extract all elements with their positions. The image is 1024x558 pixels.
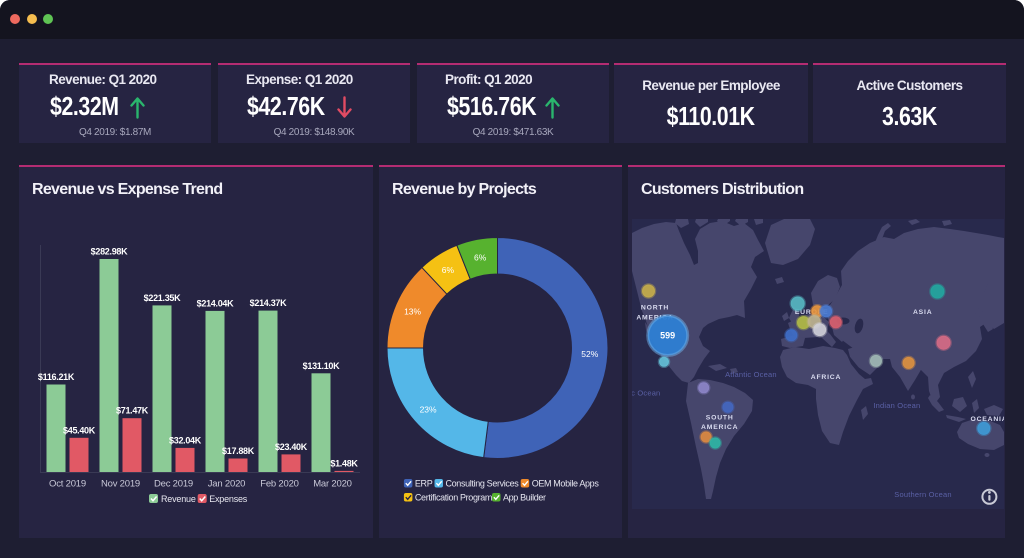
svg-text:$282.98K: $282.98K: [91, 247, 128, 257]
svg-text:$71.47K: $71.47K: [116, 406, 149, 416]
svg-text:$116.21K: $116.21K: [38, 372, 75, 382]
svg-text:Oct 2019: Oct 2019: [49, 479, 86, 490]
svg-text:Dec 2019: Dec 2019: [154, 479, 193, 490]
svg-text:AMERICA: AMERICA: [701, 424, 738, 431]
svg-text:52%: 52%: [581, 349, 598, 359]
svg-text:OCEANIA: OCEANIA: [971, 416, 1004, 423]
svg-text:599: 599: [660, 331, 675, 341]
svg-text:Atlantic Ocean: Atlantic Ocean: [725, 370, 777, 379]
svg-text:$23.40K: $23.40K: [275, 442, 308, 452]
svg-text:6%: 6%: [474, 252, 487, 262]
svg-text:$45.40K: $45.40K: [63, 425, 96, 435]
svg-text:Revenue: Revenue: [161, 494, 196, 504]
svg-text:SOUTH: SOUTH: [706, 415, 734, 422]
svg-text:App Builder: App Builder: [503, 493, 546, 503]
svg-text:Mar 2020: Mar 2020: [313, 479, 352, 490]
svg-text:$32.04K: $32.04K: [169, 435, 202, 445]
svg-text:NORTH: NORTH: [641, 305, 669, 312]
svg-text:6%: 6%: [442, 265, 455, 275]
svg-text:AFRICA: AFRICA: [811, 374, 841, 381]
svg-text:ASIA: ASIA: [913, 309, 932, 316]
svg-text:Nov 2019: Nov 2019: [101, 479, 140, 490]
svg-text:Jan 2020: Jan 2020: [208, 479, 246, 490]
svg-text:Pacific Ocean: Pacific Ocean: [632, 389, 660, 398]
svg-text:Southern Ocean: Southern Ocean: [894, 490, 951, 499]
svg-text:Consulting Services: Consulting Services: [446, 479, 520, 489]
svg-text:$214.37K: $214.37K: [250, 298, 287, 308]
svg-text:$214.04K: $214.04K: [197, 298, 234, 308]
svg-text:Expenses: Expenses: [209, 494, 248, 504]
svg-text:AMERICA: AMERICA: [636, 315, 673, 322]
svg-text:OEM Mobile Apps: OEM Mobile Apps: [532, 479, 600, 489]
svg-text:Certification Program: Certification Program: [415, 493, 492, 503]
svg-text:23%: 23%: [420, 404, 437, 414]
svg-text:13%: 13%: [404, 307, 421, 317]
svg-text:Feb 2020: Feb 2020: [260, 479, 299, 490]
svg-text:ERP: ERP: [415, 479, 433, 489]
svg-text:EUROPE: EUROPE: [795, 309, 829, 316]
svg-text:Indian Ocean: Indian Ocean: [873, 401, 920, 410]
svg-text:$1.48K: $1.48K: [330, 458, 358, 468]
svg-text:$17.88K: $17.88K: [222, 446, 255, 456]
svg-text:$221.35K: $221.35K: [144, 293, 181, 303]
svg-text:$131.10K: $131.10K: [303, 361, 340, 371]
